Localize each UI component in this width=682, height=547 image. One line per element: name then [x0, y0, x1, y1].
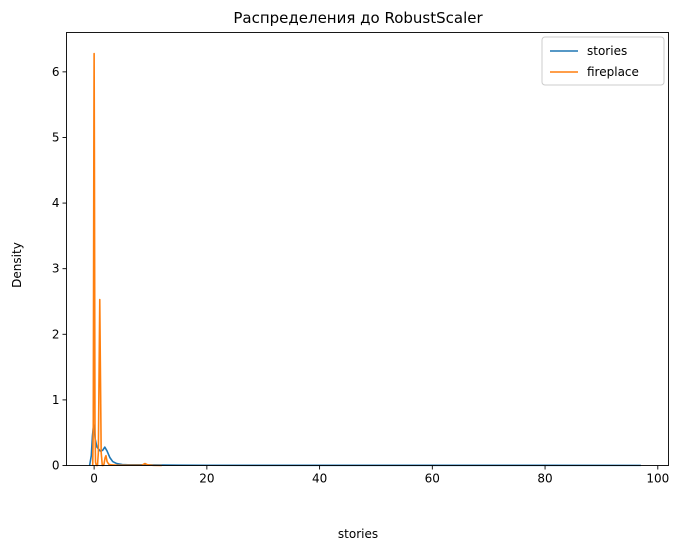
x-tick-label: 0	[90, 472, 98, 486]
axes-frame	[66, 32, 669, 466]
x-tick-label: 40	[312, 472, 327, 486]
y-tick-label: 6	[52, 65, 60, 79]
y-tick-label: 5	[52, 130, 60, 144]
y-axis-label: Density	[10, 242, 24, 288]
y-tick-label: 1	[52, 393, 60, 407]
legend-box	[541, 36, 665, 86]
x-tick-label: 100	[646, 472, 669, 486]
y-tick-label: 4	[52, 196, 60, 210]
series-line-stories	[88, 424, 641, 467]
series-line-fireplace	[91, 52, 162, 467]
y-tick-label: 0	[52, 459, 60, 473]
legend: stories fireplace	[541, 36, 665, 86]
x-axis-label: stories	[338, 527, 378, 541]
chart-title: Распределения до RobustScaler	[233, 9, 483, 27]
legend-label-fireplace: fireplace	[587, 65, 639, 79]
x-tick-label: 80	[537, 472, 552, 486]
y-tick-label: 2	[52, 327, 60, 341]
legend-label-stories: stories	[587, 44, 627, 58]
x-tick-label: 20	[199, 472, 214, 486]
axis-ticks: 0 20 40 60 80 100 0 1 2 3 4 5 6	[52, 65, 669, 486]
plot-area	[88, 52, 641, 467]
x-tick-label: 60	[425, 472, 440, 486]
y-tick-label: 3	[52, 262, 60, 276]
